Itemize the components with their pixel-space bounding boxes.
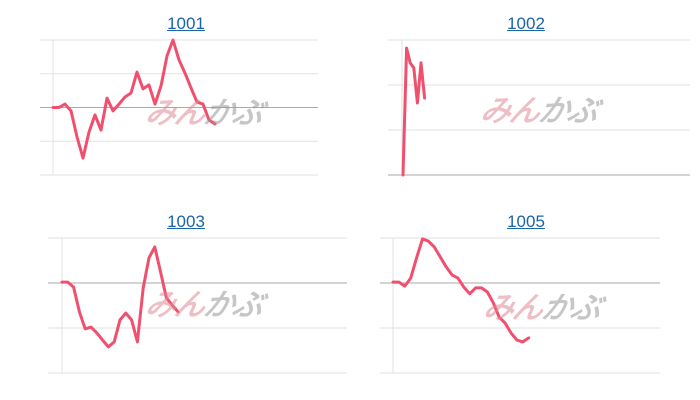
chart-title-1005[interactable]: 1005 (507, 212, 545, 231)
price-line-1001 (51, 38, 217, 160)
price-line-1005 (391, 237, 531, 344)
watermark-logo: みんかぶ (142, 288, 266, 323)
chart-title-1003[interactable]: 1003 (167, 212, 205, 231)
watermark-logo: みんかぶ (142, 96, 266, 131)
watermark-logo: みんかぶ (477, 94, 601, 129)
price-line-1002 (401, 46, 427, 177)
chart-title-1002[interactable]: 1002 (507, 14, 545, 33)
price-line-1003 (60, 245, 180, 349)
chart-title-1001[interactable]: 1001 (167, 14, 205, 33)
watermark-logo: みんかぶ (480, 291, 604, 326)
